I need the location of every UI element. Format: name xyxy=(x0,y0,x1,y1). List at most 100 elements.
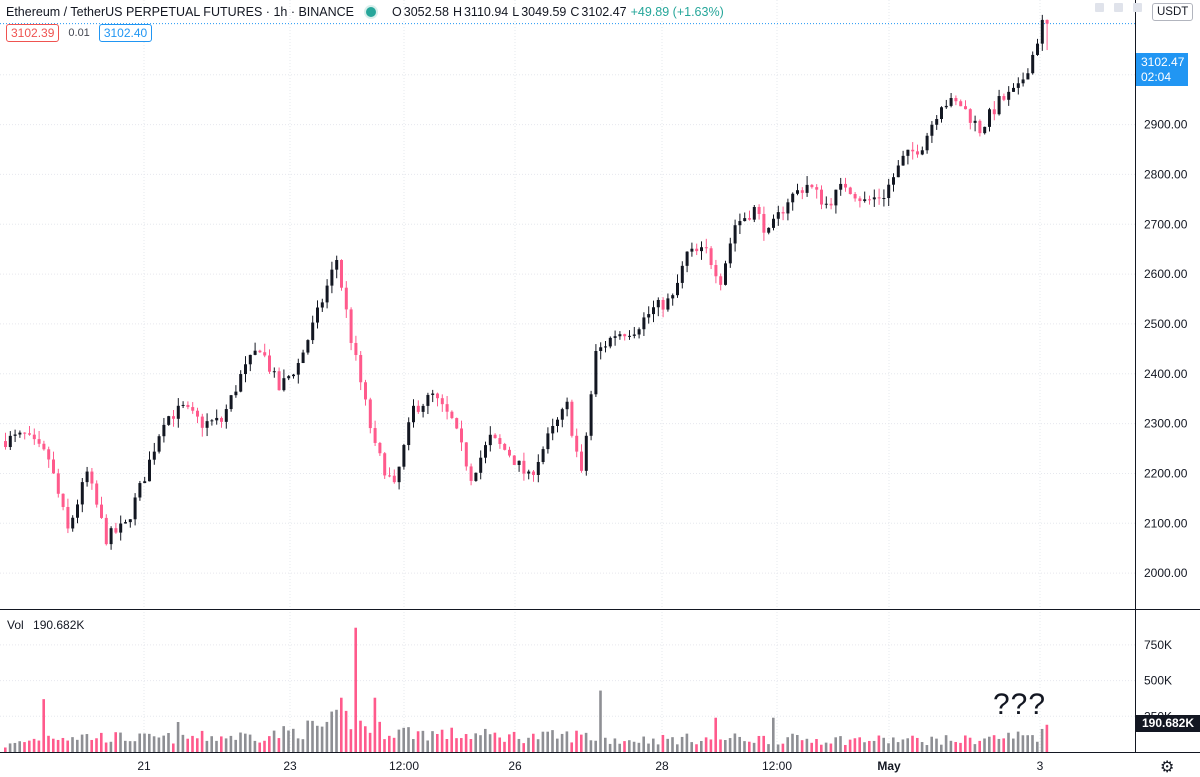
candle-body xyxy=(647,314,651,318)
volume-bar xyxy=(258,742,261,752)
ask-price-button[interactable]: 3102.40 xyxy=(98,24,153,42)
candle-body xyxy=(671,295,675,299)
volume-bar xyxy=(469,739,473,752)
candle-body xyxy=(244,364,247,375)
volume-bar xyxy=(536,739,540,752)
candle-body xyxy=(503,443,507,450)
volume-bar xyxy=(378,721,381,752)
candle-body xyxy=(575,435,579,452)
candle-body xyxy=(829,203,833,206)
candle-body xyxy=(450,411,454,419)
symbol-legend[interactable]: Ethereum / TetherUS PERPETUAL FUTURES · … xyxy=(6,3,724,21)
candle-body xyxy=(162,424,166,437)
volume-bar xyxy=(450,727,453,752)
candle-body xyxy=(589,394,593,436)
candle-body xyxy=(292,374,295,377)
candle-body xyxy=(186,404,190,408)
candle-body xyxy=(820,189,823,205)
volume-bar xyxy=(964,735,967,752)
price-tick-label: 2900.00 xyxy=(1144,118,1188,132)
volume-bar xyxy=(306,720,309,752)
candle-body xyxy=(143,481,147,484)
candle-body xyxy=(157,436,161,452)
candle-body xyxy=(1036,43,1039,55)
candle-body xyxy=(1012,87,1015,92)
volume-bar xyxy=(608,743,612,752)
candle-body xyxy=(37,439,41,444)
candle-body xyxy=(498,438,502,444)
volume-bar xyxy=(61,737,65,752)
volume-bar xyxy=(388,735,391,752)
candle-body xyxy=(762,213,766,233)
time-tick-label: 26 xyxy=(508,759,522,773)
pane-control-icon[interactable] xyxy=(1095,3,1104,12)
volume-bar xyxy=(340,697,343,752)
candle-body xyxy=(556,419,559,426)
symbol-title[interactable]: Ethereum / TetherUS PERPETUAL FUTURES · … xyxy=(6,5,355,19)
candle-body xyxy=(378,442,382,454)
candle-body xyxy=(628,335,631,337)
pane-control-icon[interactable] xyxy=(1133,3,1142,12)
volume-bar xyxy=(637,742,641,752)
volume-bar xyxy=(930,736,933,752)
candle-body xyxy=(863,199,867,202)
volume-bar xyxy=(618,743,621,752)
candle-body xyxy=(580,451,583,471)
pane-controls xyxy=(1095,3,1142,12)
last-price-badge: 3102.47 02:04 xyxy=(1136,53,1188,86)
volume-bar xyxy=(498,737,501,752)
bid-ask-panel: 3102.39 0.01 3102.40 xyxy=(6,24,153,42)
volume-bar xyxy=(743,741,746,752)
volume-bar xyxy=(85,734,89,752)
candle-body xyxy=(277,371,281,391)
gear-icon[interactable]: ⚙ xyxy=(1160,759,1175,776)
candle-body xyxy=(680,265,684,283)
candle-body xyxy=(944,105,948,108)
volume-bar xyxy=(709,739,713,752)
volume-bar xyxy=(138,733,141,752)
volume-bar xyxy=(268,736,271,752)
volume-bar xyxy=(762,735,765,752)
candle-body xyxy=(935,119,939,125)
candle-body xyxy=(536,461,540,475)
candle-body xyxy=(220,417,223,422)
volume-bar xyxy=(613,738,617,752)
volume-bar xyxy=(181,734,185,752)
price-tick-label: 2700.00 xyxy=(1144,217,1188,231)
candle-body xyxy=(90,471,94,484)
bid-price-button[interactable]: 3102.39 xyxy=(6,24,60,42)
candle-body xyxy=(959,101,963,107)
volume-bar xyxy=(152,736,156,752)
volume-legend[interactable]: Vol 190.682K xyxy=(7,618,84,632)
pane-control-icon[interactable] xyxy=(1114,3,1123,12)
volume-bar xyxy=(167,732,170,752)
volume-bar xyxy=(796,734,799,752)
price-tick-label: 2000.00 xyxy=(1144,566,1188,580)
candle-body xyxy=(661,299,665,310)
volume-bar xyxy=(719,739,722,752)
volume-bar xyxy=(1012,738,1015,752)
candle-body xyxy=(1016,83,1020,88)
volume-bar xyxy=(685,733,689,752)
volume-bar xyxy=(66,740,69,752)
candle-body xyxy=(296,363,300,375)
volume-bar xyxy=(1021,735,1025,752)
volume-bar xyxy=(752,742,756,752)
volume-bar xyxy=(37,740,41,752)
candle-body xyxy=(191,407,195,411)
volume-badge: 190.682K xyxy=(1136,715,1200,732)
currency-button[interactable]: USDT xyxy=(1152,3,1194,21)
candle-body xyxy=(743,218,747,222)
volume-bar xyxy=(1016,731,1020,752)
candle-body xyxy=(637,329,641,335)
candle-body xyxy=(853,194,857,199)
candle-body xyxy=(570,401,574,436)
price-tick-label: 2200.00 xyxy=(1144,466,1188,480)
volume-tick-label: 500K xyxy=(1144,674,1172,688)
candle-body xyxy=(988,109,991,127)
candle-body xyxy=(61,493,65,507)
volume-tick-label: 750K xyxy=(1144,638,1172,652)
volume-bar xyxy=(263,740,266,752)
